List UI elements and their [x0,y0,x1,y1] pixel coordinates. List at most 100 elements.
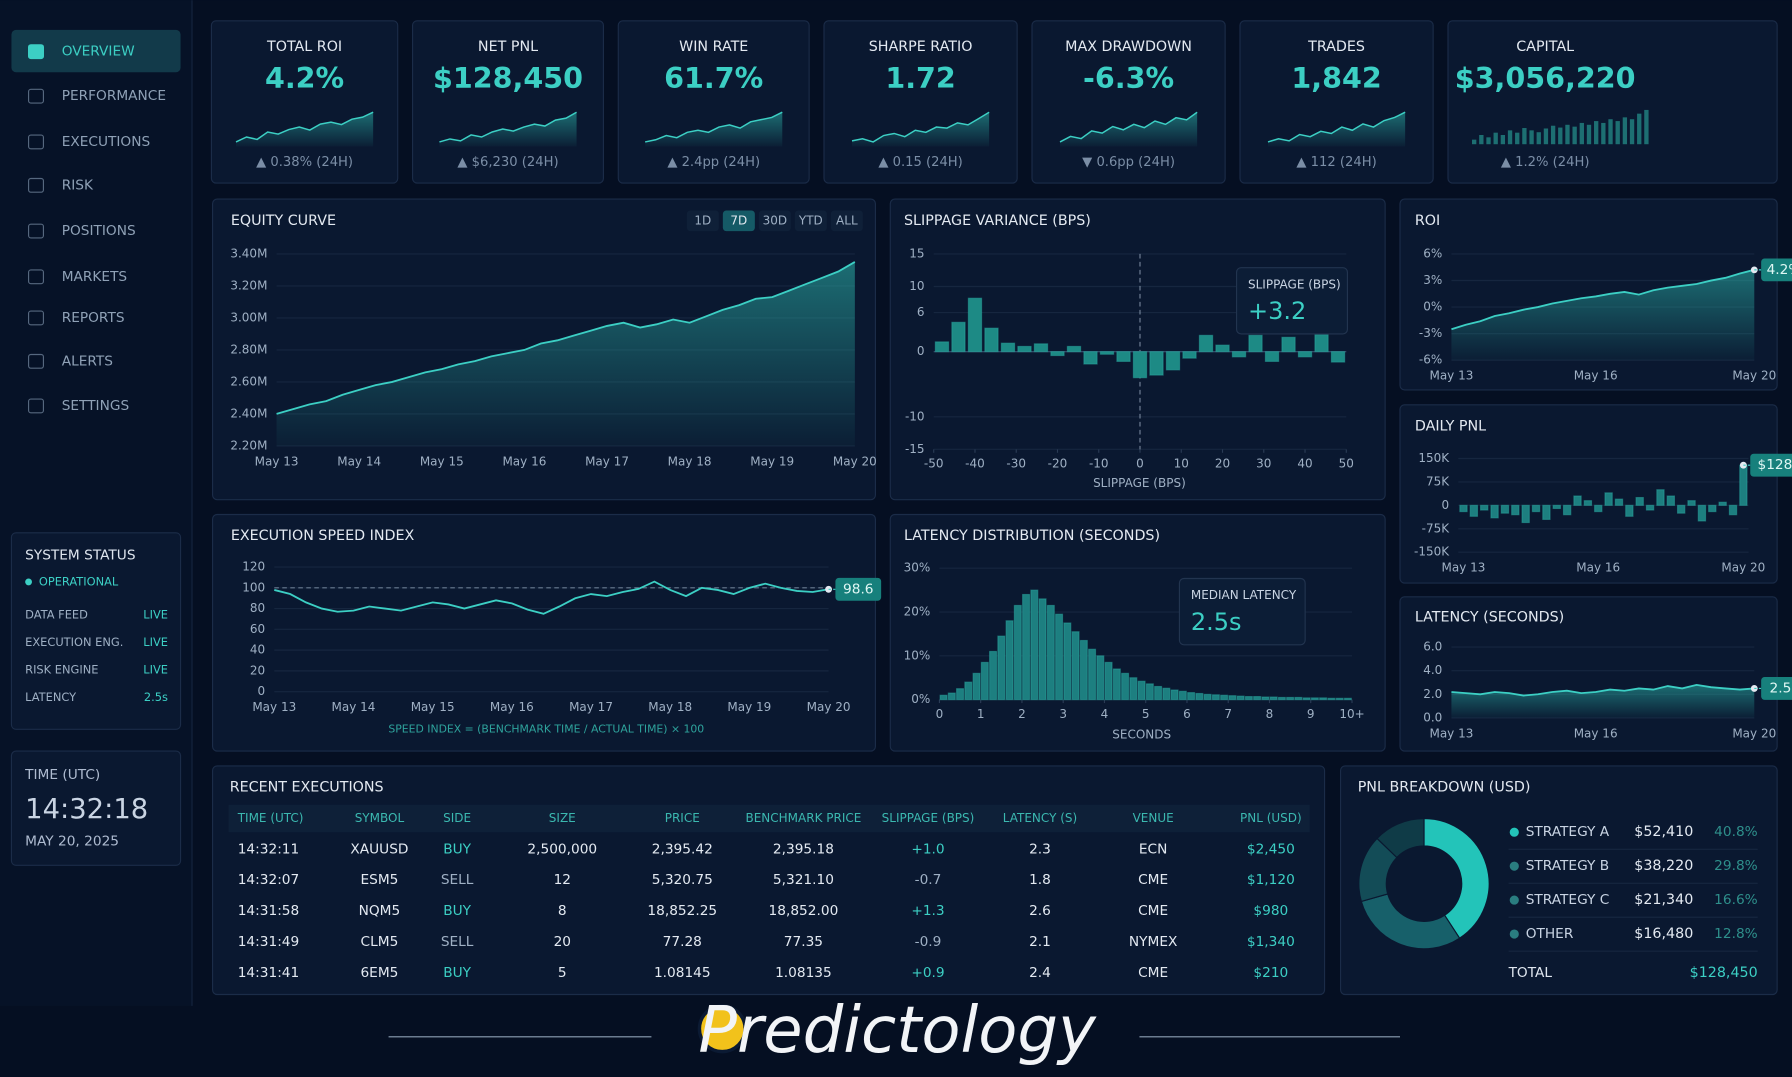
table-cell: 14:32:07 [238,872,300,888]
y-tick-label: 2.80M [230,342,267,356]
sparkline [439,111,577,143]
histogram-bar [1236,695,1245,701]
x-tick-label: 20 [1215,457,1230,471]
histogram-bar [980,661,989,701]
x-tick-label: May 20 [1732,369,1776,383]
panel [212,513,876,752]
x-tick-label: 9 [1307,707,1315,721]
y-tick-label: 40 [250,643,265,657]
bar [1231,351,1247,358]
status-value: LIVE [143,635,168,649]
x-tick-label: 40 [1297,457,1312,471]
table-cell: +0.9 [911,965,944,981]
nav-item[interactable]: EXECUTIONS [62,134,150,150]
chart-title: SLIPPAGE VARIANCE (BPS) [904,213,1091,229]
column-header: SIDE [443,811,471,825]
range-label[interactable]: YTD [798,213,823,227]
column-header: SIZE [549,811,576,825]
y-tick-label: 4.0 [1423,663,1442,677]
table-cell: ECN [1139,841,1167,857]
legend-label: OTHER [1526,926,1574,942]
range-label[interactable]: 30D [763,213,788,227]
range-tab[interactable] [830,210,863,232]
value-label: $128.5K [1757,457,1792,473]
histogram-bar [1162,687,1171,701]
histogram-bar [1277,696,1286,701]
range-tab[interactable] [794,210,827,232]
bar [1500,504,1510,514]
x-tick-label: May 19 [750,454,794,468]
x-tick-label: May 18 [648,700,692,714]
range-label[interactable]: 7D [730,213,747,227]
legend-label: STRATEGY A [1526,824,1610,840]
spark-bar [1615,121,1620,145]
spark-bar [1500,135,1506,145]
range-tab[interactable] [722,210,755,232]
table-cell: 20 [554,934,571,950]
x-tick-label: May 15 [420,454,464,468]
range-label[interactable]: 1D [694,213,711,227]
area-fill [1451,269,1755,361]
y-tick-label: 0 [1442,498,1450,512]
kpi-title: NET PNL [478,39,538,55]
spark-bar [1579,122,1584,145]
bar [1099,351,1115,355]
nav-item[interactable]: SETTINGS [62,398,129,414]
nav-item[interactable]: RISK [62,177,94,193]
kpi-change: ▲ 112 (24H) [1296,155,1376,170]
nav-item[interactable]: POSITIONS [62,223,136,239]
bar [1656,489,1665,506]
kpi-title: TRADES [1307,39,1365,55]
legend-label: STRATEGY B [1526,858,1609,874]
table-cell: 2,395.18 [773,841,834,857]
legend-dot [1509,861,1519,871]
nav-item[interactable]: MARKETS [62,269,127,285]
x-tick-label: May 20 [1721,561,1765,575]
column-header: SYMBOL [355,811,405,825]
histogram-bar [1112,668,1121,701]
range-label[interactable]: ALL [836,213,858,227]
bar [1666,495,1676,506]
column-header: VENUE [1133,811,1174,825]
value-label-box [1750,453,1792,477]
bar [1165,351,1181,371]
bar [984,327,999,353]
callout-value: +3.2 [1248,297,1306,325]
chart-title: DAILY PNL [1415,419,1486,435]
spark-bar [1515,132,1520,145]
callout-label: SLIPPAGE (BPS) [1248,277,1341,291]
nav-item[interactable]: REPORTS [62,310,125,326]
footnote: SPEED INDEX = (BENCHMARK TIME / ACTUAL T… [388,722,704,735]
sparkline [644,111,783,143]
table-cell: BUY [443,965,471,981]
x-tick-label: 10 [1174,457,1189,471]
table-cell: BUY [443,841,471,857]
nav-item[interactable]: ALERTS [62,353,113,369]
x-tick-label: 3 [1059,707,1067,721]
x-tick-label: 7 [1224,707,1232,721]
kpi-change: ▲ $6,230 (24H) [457,155,558,170]
nav-icon [28,310,44,326]
kpi-value: 1,842 [1291,61,1381,95]
table-cell: -0.7 [915,872,942,888]
x-tick-label: 0 [936,707,944,721]
nav-item[interactable]: PERFORMANCE [62,88,166,104]
range-tab[interactable] [758,210,791,232]
table-cell: 14:32:11 [238,841,300,857]
table-cell: 2.4 [1029,965,1051,981]
spark-bar [1529,130,1534,145]
y-tick-label: 10 [909,279,924,293]
sparkline [1059,111,1198,143]
status-title: SYSTEM STATUS [25,548,135,564]
kpi-value: 1.72 [885,61,955,95]
bar [1066,345,1082,353]
histogram-bar [1055,613,1064,701]
range-tab[interactable] [686,210,719,232]
nav-item[interactable]: OVERVIEW [62,44,135,60]
histogram-bar [1261,696,1270,701]
x-axis-label: SLIPPAGE (BPS) [1093,476,1186,490]
legend-value: $21,340 [1634,892,1693,908]
y-tick-label: 0% [1423,300,1442,314]
bar [1718,501,1727,506]
spark-bar [1536,132,1541,145]
